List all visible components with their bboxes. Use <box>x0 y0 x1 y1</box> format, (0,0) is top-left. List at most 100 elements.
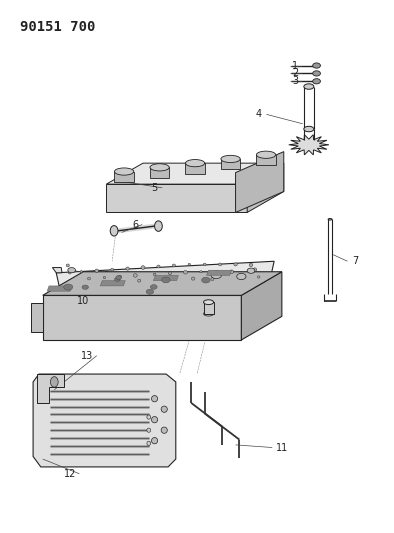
Polygon shape <box>115 172 134 182</box>
Ellipse shape <box>147 428 151 432</box>
Ellipse shape <box>111 268 114 271</box>
Polygon shape <box>256 155 276 165</box>
Ellipse shape <box>328 219 332 220</box>
Polygon shape <box>52 268 62 273</box>
Ellipse shape <box>150 164 169 171</box>
Ellipse shape <box>204 300 214 304</box>
Text: 4: 4 <box>256 109 262 119</box>
Ellipse shape <box>151 285 157 289</box>
Polygon shape <box>43 272 282 295</box>
Ellipse shape <box>253 268 257 271</box>
Ellipse shape <box>147 415 151 419</box>
Polygon shape <box>33 374 176 467</box>
Ellipse shape <box>186 159 205 167</box>
Ellipse shape <box>219 263 222 266</box>
Ellipse shape <box>188 263 191 265</box>
Polygon shape <box>106 163 284 184</box>
Ellipse shape <box>230 270 234 273</box>
Polygon shape <box>150 167 169 178</box>
Ellipse shape <box>126 267 129 270</box>
Polygon shape <box>186 163 205 174</box>
Ellipse shape <box>191 277 195 280</box>
Ellipse shape <box>119 275 121 278</box>
Ellipse shape <box>87 277 91 280</box>
Ellipse shape <box>151 417 158 423</box>
Polygon shape <box>289 135 329 155</box>
Polygon shape <box>242 272 282 340</box>
Ellipse shape <box>151 395 158 402</box>
Text: 2: 2 <box>292 68 299 78</box>
Polygon shape <box>31 303 43 332</box>
Polygon shape <box>153 276 178 281</box>
Circle shape <box>154 221 162 231</box>
Ellipse shape <box>200 271 202 273</box>
Ellipse shape <box>147 441 151 446</box>
Text: 13: 13 <box>81 351 93 361</box>
Polygon shape <box>43 295 242 340</box>
Text: 90151 700: 90151 700 <box>20 20 95 34</box>
Ellipse shape <box>95 269 98 272</box>
Ellipse shape <box>211 278 214 280</box>
Ellipse shape <box>66 264 69 267</box>
Ellipse shape <box>184 270 188 274</box>
Ellipse shape <box>157 265 160 268</box>
Ellipse shape <box>151 438 158 444</box>
Ellipse shape <box>204 311 214 316</box>
Ellipse shape <box>161 427 167 433</box>
Ellipse shape <box>80 271 82 273</box>
Text: 8: 8 <box>103 271 110 281</box>
Polygon shape <box>204 302 214 314</box>
Text: 5: 5 <box>151 183 158 193</box>
Ellipse shape <box>146 289 154 294</box>
Ellipse shape <box>115 168 134 175</box>
Polygon shape <box>247 163 284 213</box>
Ellipse shape <box>116 276 122 279</box>
Ellipse shape <box>247 268 255 273</box>
Text: 3: 3 <box>292 76 298 86</box>
Polygon shape <box>236 151 284 213</box>
Polygon shape <box>37 374 64 403</box>
Ellipse shape <box>257 276 260 278</box>
Ellipse shape <box>313 71 320 76</box>
Ellipse shape <box>138 279 141 282</box>
Ellipse shape <box>211 271 222 279</box>
Text: 10: 10 <box>77 296 89 305</box>
Ellipse shape <box>64 284 73 290</box>
Circle shape <box>110 225 118 236</box>
Ellipse shape <box>133 273 137 277</box>
Ellipse shape <box>249 263 253 266</box>
Text: 1: 1 <box>292 61 298 70</box>
Ellipse shape <box>202 277 210 283</box>
Ellipse shape <box>172 264 175 267</box>
Ellipse shape <box>153 273 156 276</box>
Text: 12: 12 <box>63 469 76 479</box>
Polygon shape <box>106 184 247 213</box>
Ellipse shape <box>164 278 168 281</box>
Ellipse shape <box>103 277 106 279</box>
Text: 9: 9 <box>225 304 231 314</box>
Circle shape <box>50 377 58 387</box>
Text: 7: 7 <box>352 256 358 266</box>
Polygon shape <box>221 159 240 169</box>
Ellipse shape <box>256 151 276 158</box>
Ellipse shape <box>215 270 218 273</box>
Ellipse shape <box>221 155 240 163</box>
Ellipse shape <box>313 79 320 84</box>
Ellipse shape <box>169 272 171 274</box>
Ellipse shape <box>162 277 170 283</box>
Ellipse shape <box>313 63 320 68</box>
Ellipse shape <box>69 272 71 274</box>
Ellipse shape <box>304 84 314 89</box>
Ellipse shape <box>141 266 145 269</box>
Ellipse shape <box>82 285 88 289</box>
Ellipse shape <box>237 273 246 280</box>
Ellipse shape <box>304 126 314 132</box>
Polygon shape <box>47 286 72 291</box>
Ellipse shape <box>115 278 120 281</box>
Ellipse shape <box>161 406 167 413</box>
Ellipse shape <box>203 263 206 265</box>
Text: 6: 6 <box>132 220 138 230</box>
Ellipse shape <box>234 263 237 266</box>
Polygon shape <box>56 261 274 299</box>
Text: 11: 11 <box>276 442 288 453</box>
